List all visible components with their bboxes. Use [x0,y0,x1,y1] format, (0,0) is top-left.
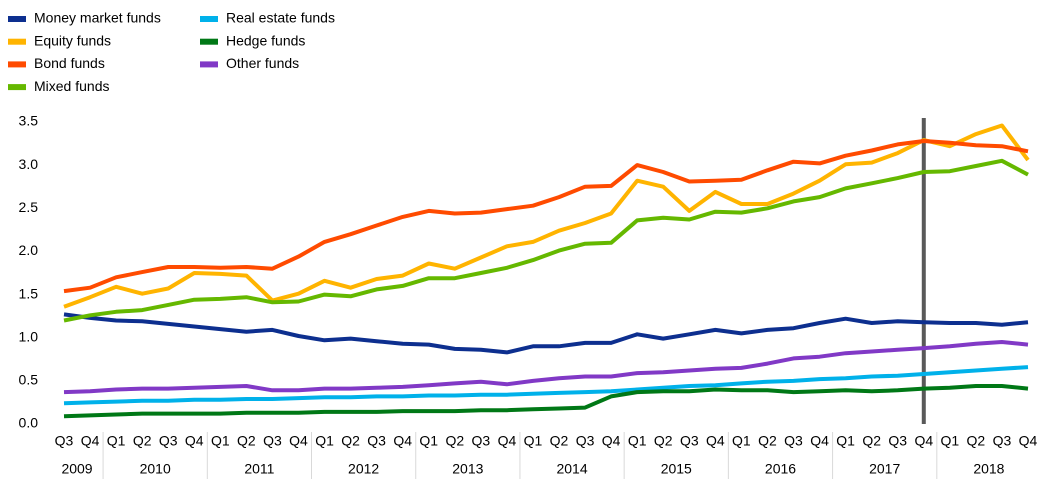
legend-swatch [8,84,26,91]
y-tick-label: 0.5 [19,372,39,388]
x-tick-label: Q2 [758,433,777,449]
legend-label: Equity funds [34,32,111,48]
x-group-label: 2013 [452,461,483,477]
x-tick-label: Q1 [315,433,334,449]
x-group-label: 2012 [348,461,379,477]
x-tick-label: Q1 [732,433,751,449]
y-tick-label: 3.5 [19,113,39,129]
x-tick-label: Q4 [706,433,725,449]
x-tick-label: Q2 [967,433,986,449]
legend-swatch [8,16,26,22]
legend-label: Other funds [226,55,299,71]
series-line [63,365,1029,406]
x-tick-label: Q1 [107,433,126,449]
x-tick-label: Q4 [185,433,204,449]
x-tick-label: Q2 [133,433,152,449]
x-tick-label: Q1 [419,433,438,449]
y-tick-label: 1.0 [19,328,39,344]
legend-swatch [8,61,26,68]
x-group-label: 2015 [661,461,692,477]
series-line [63,139,1029,294]
x-tick-label: Q3 [55,433,74,449]
x-group-label: 2010 [140,461,171,477]
x-tick-label: Q4 [498,433,517,449]
x-tick-label: Q3 [784,433,803,449]
legend-label: Hedge funds [226,32,305,48]
x-tick-label: Q4 [602,433,621,449]
x-tick-label: Q4 [914,433,933,449]
y-tick-label: 2.5 [19,199,39,215]
legend-swatch [200,38,218,45]
legend-swatch [8,38,26,45]
y-tick-label: 0.0 [19,415,39,431]
x-tick-label: Q2 [237,433,256,449]
x-tick-label: Q2 [862,433,881,449]
series-line [63,312,1029,355]
legend-label: Money market funds [34,10,161,26]
x-tick-label: Q2 [550,433,569,449]
y-tick-label: 1.5 [19,285,39,301]
x-tick-label: Q3 [159,433,178,449]
x-tick-label: Q3 [367,433,386,449]
x-tick-label: Q3 [993,433,1012,449]
series-line [63,384,1029,419]
x-tick-label: Q3 [472,433,491,449]
x-group-label: 2017 [869,461,900,477]
x-tick-label: Q1 [524,433,543,449]
x-tick-label: Q3 [263,433,282,449]
x-group-label: 2011 [244,461,274,477]
x-tick-label: Q1 [836,433,855,449]
x-group-label: 2016 [765,461,796,477]
x-tick-label: Q4 [289,433,308,449]
x-tick-label: Q4 [393,433,412,449]
x-tick-label: Q2 [654,433,673,449]
x-tick-label: Q3 [576,433,595,449]
x-group-label: 2018 [973,461,1004,477]
series-line [63,123,1030,309]
x-tick-label: Q4 [81,433,100,449]
legend-label: Bond funds [34,55,105,71]
legend-label: Mixed funds [34,78,109,94]
x-tick-label: Q3 [888,433,907,449]
x-tick-label: Q4 [810,433,829,449]
x-tick-label: Q1 [940,433,959,449]
x-tick-label: Q1 [628,433,647,449]
legend-swatch [200,16,218,22]
legend-label: Real estate funds [226,10,335,26]
y-tick-label: 3.0 [19,156,39,172]
x-tick-label: Q4 [1019,433,1038,449]
x-tick-label: Q1 [211,433,230,449]
x-tick-label: Q2 [445,433,464,449]
legend-swatch [200,61,218,68]
x-group-label: 2014 [556,461,587,477]
series-line [63,340,1029,395]
series-line [63,158,1029,323]
x-tick-label: Q3 [680,433,699,449]
x-group-label: 2009 [61,461,92,477]
x-tick-label: Q2 [341,433,360,449]
y-tick-label: 2.0 [19,242,39,258]
